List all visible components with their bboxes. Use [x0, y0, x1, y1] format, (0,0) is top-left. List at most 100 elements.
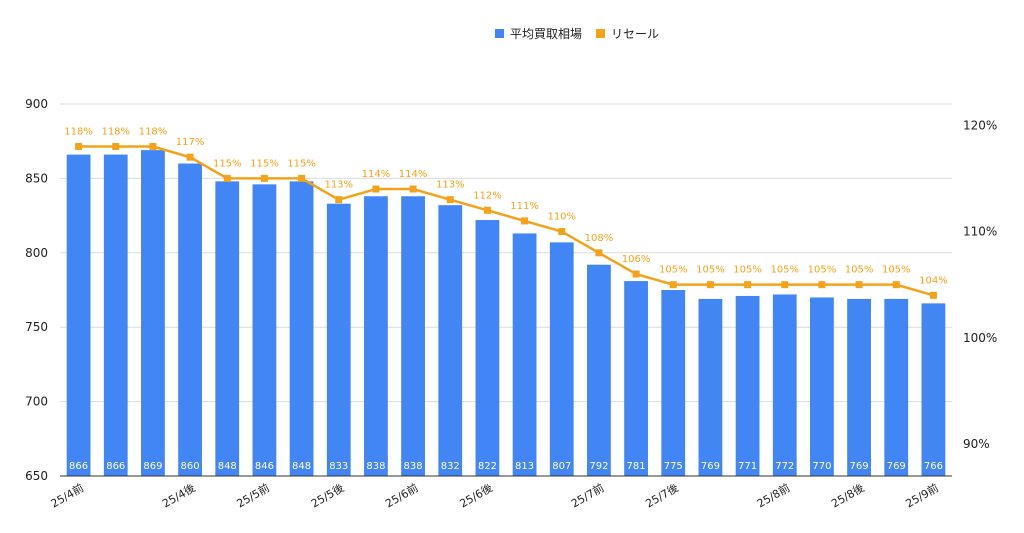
bar: [810, 297, 834, 476]
line-value-label: 105%: [808, 265, 837, 276]
line-value-label: 105%: [770, 265, 799, 276]
line-value-label: 118%: [139, 127, 168, 138]
right-tick-label: 100%: [963, 331, 997, 345]
line-value-label: 105%: [733, 265, 762, 276]
bar: [475, 220, 500, 476]
x-tick-label: 25/5後: [308, 480, 346, 510]
bar-value-label: 766: [924, 461, 943, 472]
line-point: [595, 249, 603, 257]
bar-value-label: 775: [664, 461, 683, 472]
bar-value-label: 838: [366, 461, 385, 472]
left-tick-label: 850: [25, 171, 48, 185]
left-tick-label: 900: [25, 97, 48, 111]
x-tick-label: 25/8前: [754, 480, 792, 510]
bar: [698, 298, 723, 476]
x-tick-label: 25/7前: [568, 480, 606, 510]
line-point: [818, 281, 826, 289]
bar: [735, 295, 760, 476]
line-point: [446, 196, 454, 204]
line-value-label: 105%: [882, 265, 911, 276]
line-value-label: 110%: [547, 212, 576, 223]
bar-value-label: 833: [329, 461, 348, 472]
bar: [624, 281, 648, 476]
bar-value-label: 866: [69, 461, 88, 472]
line-value-label: 117%: [176, 137, 205, 148]
left-axis: 650 700 750 800 850 900: [25, 97, 48, 483]
line-value-label: 114%: [399, 169, 428, 180]
bar-value-label: 848: [218, 461, 237, 472]
line-value-label: 113%: [436, 180, 465, 191]
bar-value-label: 781: [627, 461, 646, 472]
x-tick-label: 25/4後: [160, 480, 198, 510]
line-point: [409, 185, 417, 193]
line-value-label: 106%: [622, 254, 651, 265]
left-tick-label: 800: [25, 246, 48, 260]
bar-value-label: 769: [701, 461, 720, 472]
bar: [921, 303, 946, 476]
right-tick-label: 120%: [963, 118, 997, 132]
bar: [364, 196, 388, 477]
line-point: [781, 281, 789, 289]
line-point: [75, 143, 83, 151]
left-tick-label: 700: [25, 395, 48, 409]
right-tick-label: 90%: [963, 437, 990, 451]
bar: [215, 181, 240, 476]
bar: [401, 196, 425, 477]
bar: [326, 203, 351, 477]
line-point: [483, 206, 491, 214]
line-point: [744, 281, 752, 289]
line-path: [78, 145, 934, 297]
x-tick-label: 25/7後: [643, 480, 681, 510]
bar: [661, 290, 686, 476]
line-point: [260, 174, 268, 182]
line-value-label: 118%: [64, 127, 93, 138]
bar-value-label: 838: [404, 461, 423, 472]
bar-value-label: 769: [887, 461, 906, 472]
bar-value-label: 848: [292, 461, 311, 472]
bar: [252, 184, 277, 477]
bar: [587, 264, 611, 476]
line-point: [669, 281, 677, 289]
bar-value-label: 807: [552, 461, 571, 472]
line-value-label: 111%: [510, 201, 539, 212]
line-point: [112, 143, 120, 151]
x-tick-label: 25/8後: [829, 480, 867, 510]
legend-swatch-line: [596, 29, 605, 38]
right-tick-label: 110%: [963, 225, 997, 239]
bar-value-label: 832: [441, 461, 460, 472]
bar-value-label: 846: [255, 461, 274, 472]
bar-series: [66, 150, 946, 477]
bar: [847, 298, 871, 476]
bar-value-label: 771: [738, 461, 757, 472]
bar-value-label: 869: [143, 461, 162, 472]
line-point: [706, 281, 714, 289]
line-point: [298, 174, 306, 182]
left-tick-label: 650: [25, 469, 48, 483]
line-value-label: 105%: [845, 265, 874, 276]
bar: [884, 298, 909, 476]
right-axis: 90% 100% 110% 120%: [963, 118, 997, 451]
line-labels: 118% 118% 118% 117% 115% 115% 115% 113% 114% 114%…: [64, 127, 947, 287]
line-point: [855, 281, 863, 289]
line-point: [335, 196, 343, 204]
bar: [289, 181, 314, 476]
bar: [772, 294, 797, 476]
x-tick-label: 25/4前: [48, 480, 86, 510]
legend-label-line: リセール: [611, 27, 659, 41]
line-series: [75, 143, 937, 299]
bar: [103, 154, 128, 477]
bar-labels: 866 866 869 860 848 846 848 833 838 838 832 822 813 8…: [69, 461, 943, 472]
bar-value-label: 772: [775, 461, 794, 472]
legend-label-bar: 平均買取相場: [510, 27, 582, 41]
line-point: [929, 291, 937, 299]
line-point: [223, 174, 231, 182]
line-point: [149, 143, 157, 151]
bar: [438, 205, 463, 476]
x-tick-label: 25/5前: [234, 480, 272, 510]
bar-value-label: 813: [515, 461, 534, 472]
x-axis: 25/4前 25/4後 25/5前 25/5後 25/6前 25/6後 25/7前 25/7後…: [48, 475, 952, 510]
x-tick-label: 25/6後: [457, 480, 495, 510]
line-point: [632, 270, 640, 278]
